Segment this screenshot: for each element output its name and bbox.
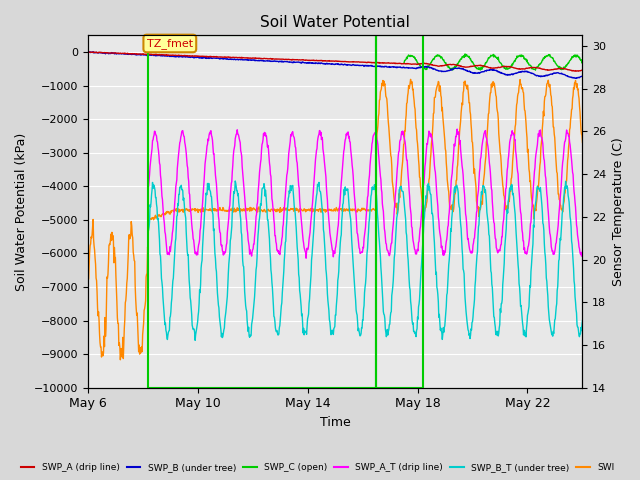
Bar xyxy=(376,36,423,388)
Title: Soil Water Potential: Soil Water Potential xyxy=(260,15,410,30)
Bar xyxy=(148,36,376,388)
Y-axis label: Soil Water Potential (kPa): Soil Water Potential (kPa) xyxy=(15,132,28,291)
Y-axis label: Sensor Temperature (C): Sensor Temperature (C) xyxy=(612,137,625,286)
Legend: SWP_A (drip line), SWP_B (under tree), SWP_C (open), SWP_A_T (drip line), SWP_B_: SWP_A (drip line), SWP_B (under tree), S… xyxy=(17,459,618,476)
Text: TZ_fmet: TZ_fmet xyxy=(147,38,193,49)
X-axis label: Time: Time xyxy=(320,416,351,429)
